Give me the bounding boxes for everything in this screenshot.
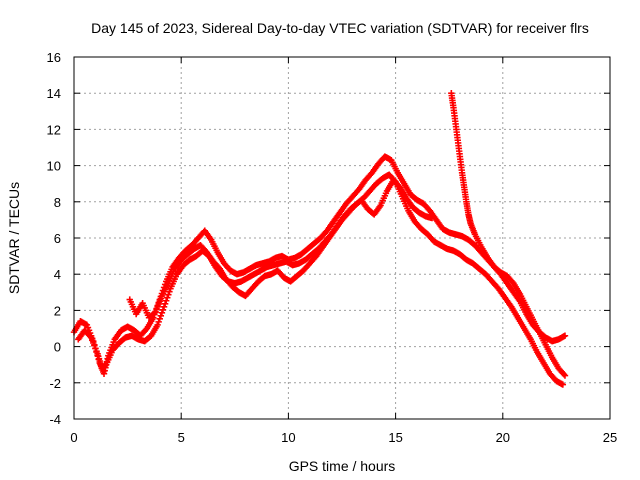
x-tick-label: 15 xyxy=(388,430,402,445)
data-point xyxy=(561,332,569,339)
tick-layer: 0 5 10 15 20 25 -4 -2 0 2 4 6 8 10 12 14 16 xyxy=(47,50,618,445)
y-tick-label: 10 xyxy=(47,159,61,174)
x-tick-label: 5 xyxy=(178,430,185,445)
y-tick-label: 14 xyxy=(47,86,61,101)
data-point xyxy=(561,372,569,379)
data-point xyxy=(560,371,568,378)
data-point xyxy=(164,294,171,301)
data-point xyxy=(428,214,436,222)
data-layer xyxy=(70,90,569,388)
y-tick-label: -2 xyxy=(49,376,61,391)
y-tick-label: 0 xyxy=(54,340,61,355)
x-tick-label: 0 xyxy=(70,430,77,445)
series-trace-2 xyxy=(75,171,567,388)
data-point xyxy=(151,309,158,317)
x-tick-label: 20 xyxy=(496,430,510,445)
y-tick-label: 2 xyxy=(54,303,61,318)
data-point xyxy=(162,297,170,304)
chart-title: Day 145 of 2023, Sidereal Day-to-day VTE… xyxy=(91,20,589,36)
y-tick-label: 12 xyxy=(47,122,61,137)
x-tick-label: 10 xyxy=(281,430,295,445)
data-point xyxy=(160,303,168,310)
y-tick-label: 8 xyxy=(54,195,61,210)
y-tick-label: 4 xyxy=(54,267,61,282)
y-tick-label: 6 xyxy=(54,231,61,246)
data-point xyxy=(166,288,173,295)
y-tick-label: 16 xyxy=(47,50,61,65)
x-tick-label: 25 xyxy=(603,430,617,445)
data-point xyxy=(157,312,165,320)
data-point xyxy=(154,321,161,329)
series-trace-3 xyxy=(126,90,569,379)
data-point xyxy=(155,318,162,326)
grid-layer xyxy=(74,57,610,419)
x-axis-label: GPS time / hours xyxy=(289,458,396,474)
data-point xyxy=(86,333,94,340)
data-point xyxy=(156,315,163,323)
data-point xyxy=(159,306,167,313)
y-tick-label: -4 xyxy=(49,412,61,427)
data-point xyxy=(158,309,166,317)
data-point xyxy=(161,300,169,307)
y-axis-label: SDTVAR / TECUs xyxy=(6,182,22,294)
data-point xyxy=(559,381,567,388)
data-point xyxy=(165,291,172,298)
